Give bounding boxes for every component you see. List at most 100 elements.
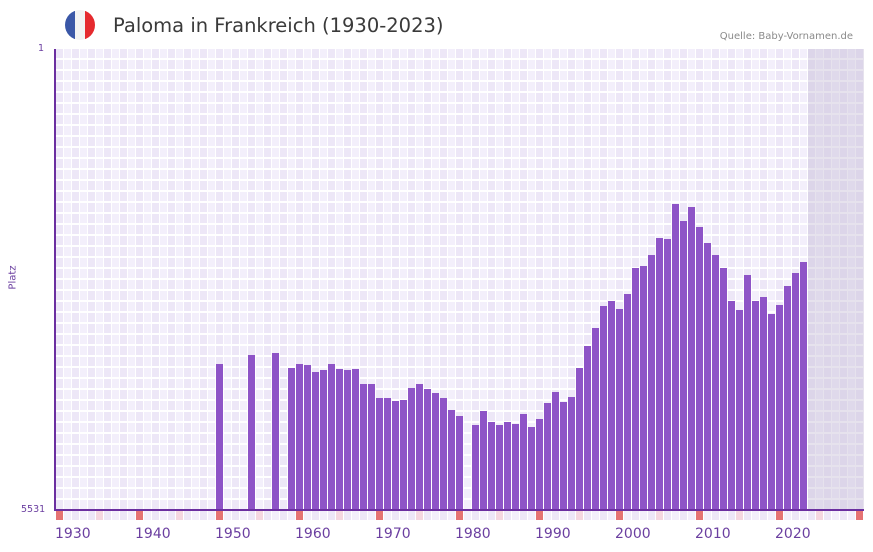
year-marker (440, 511, 447, 520)
grid-column (280, 49, 287, 510)
bar-1987[interactable] (512, 424, 519, 510)
bar-1978[interactable] (440, 398, 447, 510)
bar-1967[interactable] (352, 369, 359, 510)
bar-2003[interactable] (640, 266, 647, 510)
year-marker (560, 511, 567, 520)
bar-2022[interactable] (792, 273, 799, 510)
bar-1973[interactable] (400, 400, 407, 510)
year-marker (104, 511, 111, 520)
year-marker (264, 511, 271, 520)
bar-1979[interactable] (448, 410, 455, 510)
bar-1977[interactable] (432, 393, 439, 510)
year-marker (112, 511, 119, 520)
y-tick-bottom: 5531 (21, 504, 46, 515)
grid-column (528, 49, 535, 510)
bar-1975[interactable] (416, 384, 423, 510)
bar-2010[interactable] (696, 227, 703, 510)
bar-2015[interactable] (736, 310, 743, 510)
bar-2017[interactable] (752, 301, 759, 510)
grid-column (448, 49, 455, 510)
bar-2013[interactable] (720, 268, 727, 510)
bar-2020[interactable] (776, 305, 783, 510)
bar-2014[interactable] (728, 301, 735, 510)
grid-column (576, 49, 583, 510)
x-axis-line (54, 509, 864, 511)
bar-1995[interactable] (576, 368, 583, 510)
grid-column (208, 49, 215, 510)
x-tick-label: 1960 (295, 526, 331, 542)
bar-1961[interactable] (304, 365, 311, 510)
bar-1965[interactable] (336, 369, 343, 510)
grid-column (232, 49, 239, 510)
grid-column (848, 49, 855, 510)
bar-2002[interactable] (632, 268, 639, 510)
grid-column (152, 49, 159, 510)
year-marker (424, 511, 431, 520)
year-marker (624, 511, 631, 520)
bar-1999[interactable] (608, 301, 615, 510)
grid-column (616, 49, 623, 510)
bar-1966[interactable] (344, 370, 351, 510)
bar-2023[interactable] (800, 262, 807, 510)
france-flag-icon (65, 10, 95, 40)
bar-2005[interactable] (656, 238, 663, 510)
bar-2021[interactable] (784, 286, 791, 510)
grid-column (312, 49, 319, 510)
bar-1986[interactable] (504, 422, 511, 510)
bar-1992[interactable] (552, 392, 559, 510)
bar-1976[interactable] (424, 389, 431, 510)
bar-2006[interactable] (664, 239, 671, 510)
year-marker (720, 511, 727, 520)
bar-1950[interactable] (216, 364, 223, 510)
bar-2016[interactable] (744, 275, 751, 510)
bar-1990[interactable] (536, 419, 543, 510)
year-marker (496, 511, 503, 520)
bar-2001[interactable] (624, 294, 631, 510)
bar-2011[interactable] (704, 243, 711, 510)
bar-1980[interactable] (456, 416, 463, 510)
year-marker (384, 511, 391, 520)
grid-column (536, 49, 543, 510)
bar-1993[interactable] (560, 402, 567, 510)
bar-1991[interactable] (544, 403, 551, 510)
bar-1974[interactable] (408, 388, 415, 510)
bar-1969[interactable] (368, 384, 375, 510)
bar-1954[interactable] (248, 355, 255, 510)
bar-1988[interactable] (520, 414, 527, 510)
bar-1957[interactable] (272, 353, 279, 510)
bar-1996[interactable] (584, 346, 591, 510)
grid-column (104, 49, 111, 510)
bar-1959[interactable] (288, 368, 295, 510)
bar-1972[interactable] (392, 401, 399, 510)
bar-2004[interactable] (648, 255, 655, 510)
bar-2012[interactable] (712, 255, 719, 510)
bar-2008[interactable] (680, 221, 687, 510)
bar-1985[interactable] (496, 425, 503, 510)
grid-column (296, 49, 303, 510)
bar-1997[interactable] (592, 328, 599, 510)
bar-1963[interactable] (320, 370, 327, 510)
grid-column (160, 49, 167, 510)
grid-column (136, 49, 143, 510)
bar-1962[interactable] (312, 372, 319, 510)
bar-1989[interactable] (528, 427, 535, 510)
bar-1970[interactable] (376, 398, 383, 510)
bar-1994[interactable] (568, 397, 575, 510)
grid-column (512, 49, 519, 510)
year-marker (536, 511, 543, 520)
bar-2019[interactable] (768, 314, 775, 510)
bar-1983[interactable] (480, 411, 487, 510)
grid-column (400, 49, 407, 510)
bar-1998[interactable] (600, 306, 607, 510)
year-marker (824, 511, 831, 520)
bar-1960[interactable] (296, 364, 303, 510)
bar-1982[interactable] (472, 425, 479, 510)
bar-2018[interactable] (760, 297, 767, 510)
bar-2000[interactable] (616, 309, 623, 510)
bar-2007[interactable] (672, 204, 679, 510)
bar-1964[interactable] (328, 364, 335, 510)
bar-1968[interactable] (360, 384, 367, 510)
bar-1971[interactable] (384, 398, 391, 510)
bar-2009[interactable] (688, 207, 695, 510)
bar-1984[interactable] (488, 422, 495, 510)
